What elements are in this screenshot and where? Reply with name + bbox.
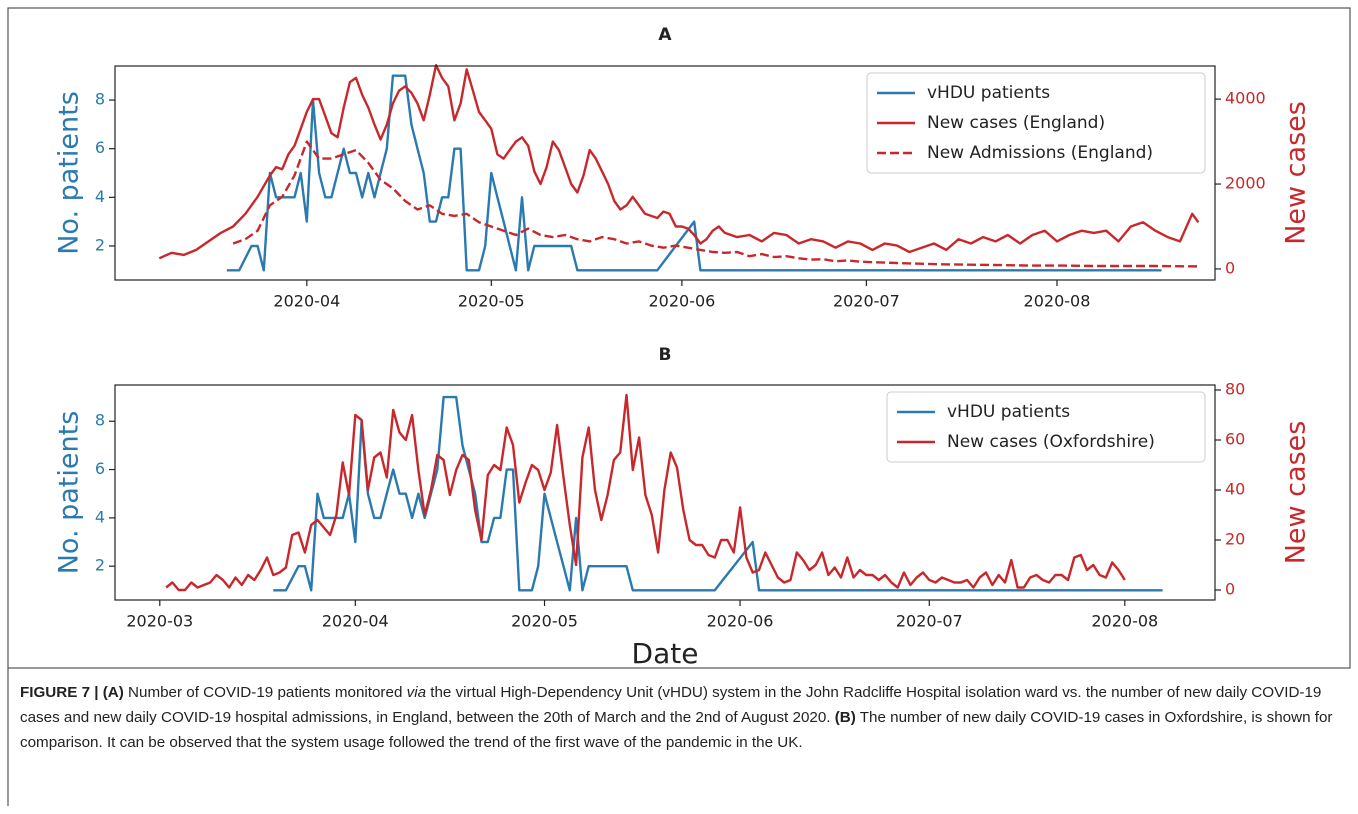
x-tick-label: 2020-08	[1091, 612, 1158, 631]
x-tick-label: 2020-07	[896, 612, 963, 631]
legend-box	[866, 72, 1206, 174]
legend-box	[886, 391, 1206, 463]
legend-label: New cases (Oxfordshire)	[947, 432, 1155, 452]
caption-label: (B)	[834, 709, 856, 726]
x-tick-label: 2020-07	[833, 292, 900, 311]
caption-text: Number of COVID-19 patients monitored	[123, 684, 407, 701]
y-tick-label: 6	[95, 459, 105, 478]
y2-axis-label: New cases	[1281, 421, 1312, 565]
y-tick-label: 4	[95, 187, 105, 206]
y2-tick-label: 60	[1225, 430, 1245, 449]
series-line	[226, 74, 1162, 272]
plot-frame	[114, 384, 1216, 601]
plot-frame	[114, 65, 1216, 281]
series-line	[232, 140, 1199, 268]
caption-text: the virtual High-Dependency Unit (vHDU) …	[20, 684, 1322, 726]
x-tick-label: 2020-05	[511, 612, 578, 631]
caption: FIGURE 7 | (A) Number of COVID-19 patien…	[20, 680, 1342, 755]
caption-label: FIGURE 7 | (A)	[20, 684, 124, 701]
x-tick-label: 2020-05	[458, 292, 525, 311]
y2-tick-label: 2000	[1225, 174, 1266, 193]
y2-tick-label: 0	[1225, 580, 1235, 599]
x-tick-label: 2020-04	[273, 292, 340, 311]
legend-label: vHDU patients	[947, 402, 1070, 422]
x-tick-label: 2020-08	[1024, 292, 1091, 311]
y-axis-label: No. patients	[54, 91, 85, 255]
y-tick-label: 2	[95, 235, 105, 254]
x-tick-label: 2020-06	[648, 292, 715, 311]
y2-tick-label: 40	[1225, 480, 1245, 499]
legend-label: New cases (England)	[927, 113, 1105, 133]
y2-tick-label: 20	[1225, 530, 1245, 549]
y-tick-label: 2	[95, 556, 105, 575]
series-line	[165, 393, 1126, 592]
legend-label: New Admissions (England)	[927, 143, 1153, 163]
caption-text: The number of new daily COVID-19 cases i…	[20, 709, 1333, 751]
y-tick-label: 6	[95, 138, 105, 157]
series-line	[158, 64, 1200, 260]
caption-italic: via	[406, 684, 427, 701]
y2-tick-label: 80	[1225, 380, 1245, 399]
x-axis-label: Date	[632, 637, 699, 670]
y-tick-label: 8	[95, 90, 105, 109]
y-tick-label: 4	[95, 507, 105, 526]
x-tick-label: 2020-04	[322, 612, 389, 631]
x-tick-label: 2020-06	[707, 612, 774, 631]
y-axis-label: No. patients	[54, 411, 85, 575]
x-tick-label: 2020-03	[126, 612, 193, 631]
legend-label: vHDU patients	[927, 83, 1050, 103]
figure-frame	[7, 7, 1351, 669]
y2-axis-label: New cases	[1281, 101, 1312, 245]
chart-title: B	[659, 345, 672, 365]
y2-tick-label: 0	[1225, 258, 1235, 277]
series-line	[273, 395, 1163, 592]
chart-title: A	[658, 25, 672, 45]
y2-tick-label: 4000	[1225, 89, 1266, 108]
y-tick-label: 8	[95, 411, 105, 430]
